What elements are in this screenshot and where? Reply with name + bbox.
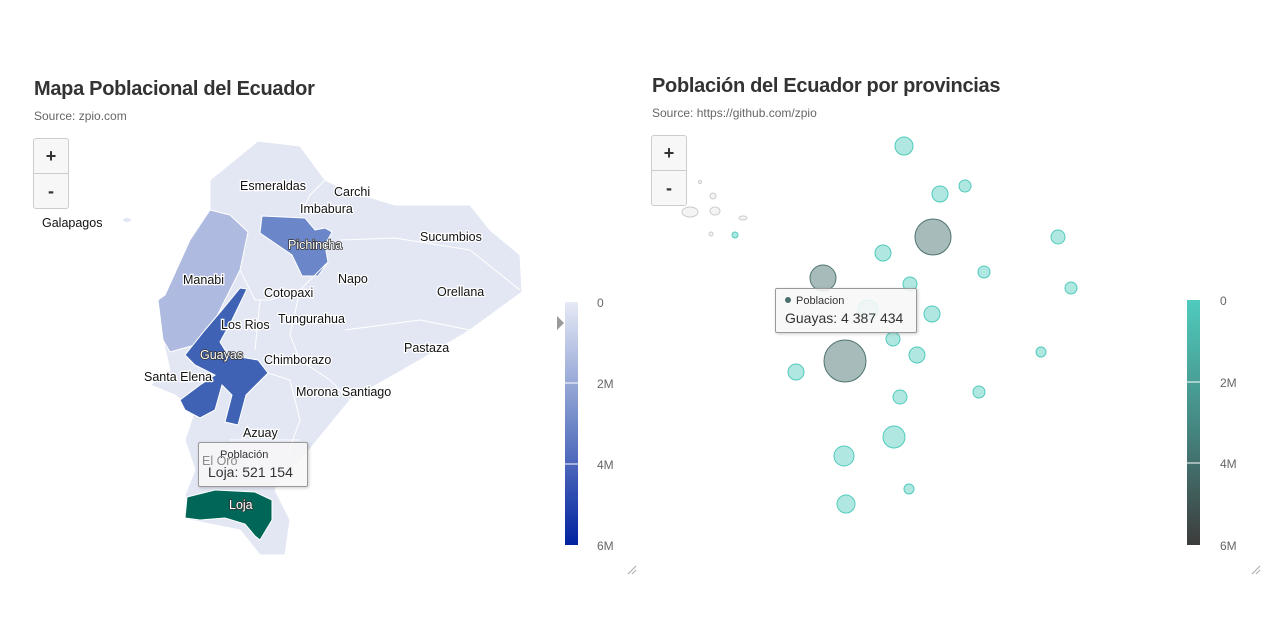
province-bubble[interactable] (1064, 281, 1078, 295)
province-bubble[interactable] (882, 425, 906, 449)
province-bubble[interactable] (1050, 229, 1066, 245)
label-tungurahua: Tungurahua (278, 312, 345, 326)
label-manabi: Manabi (183, 273, 224, 287)
bubble-map-panel: Población del Ecuador por provincias Sou… (640, 0, 1280, 640)
province-bubble[interactable] (885, 331, 901, 347)
label-chimborazo: Chimborazo (264, 353, 331, 367)
ecuador-bubble-map[interactable] (640, 0, 1280, 640)
province-bubble[interactable] (836, 494, 856, 514)
label-galapagos: Galapagos (42, 216, 102, 230)
legend-tick: 0 (597, 296, 604, 310)
chart-title: Mapa Poblacional del Ecuador (34, 78, 315, 100)
zoom-in-button[interactable]: + (45, 146, 57, 166)
color-legend-bar (1187, 300, 1200, 545)
province-bubble[interactable] (977, 265, 991, 279)
label-pastaza: Pastaza (404, 341, 449, 355)
legend-tick: 2M (597, 377, 614, 391)
province-pichincha (259, 215, 333, 277)
label-orellana: Orellana (437, 285, 484, 299)
province-bubble[interactable] (914, 218, 952, 256)
legend-tick: 6M (1220, 539, 1237, 553)
province-bubble[interactable] (931, 185, 949, 203)
tooltip-value: Guayas: 4 387 434 (785, 310, 904, 326)
province-bubble[interactable] (908, 346, 926, 364)
chart-subtitle: Source: https://github.com/zpio (652, 106, 817, 120)
label-napo: Napo (338, 272, 368, 286)
tooltip-value: Loja: 521 154 (208, 464, 293, 480)
zoom-out-button[interactable]: - (34, 173, 68, 208)
province-bubble[interactable] (894, 136, 914, 156)
label-pichincha: Pichincha (288, 238, 342, 252)
ecuador-choropleth-map[interactable]: Galapagos Esmeraldas Carchi Imbabura Pic… (0, 0, 640, 640)
label-imbabura: Imbabura (300, 202, 353, 216)
label-morona-santiago: Morona Santiago (296, 385, 391, 399)
label-carchi: Carchi (334, 185, 370, 199)
province-bubble[interactable] (972, 385, 986, 399)
zoom-controls: + - (33, 138, 69, 209)
tooltip-header: Población (220, 449, 269, 461)
choropleth-panel: Mapa Poblacional del Ecuador Source: zpi… (0, 0, 640, 640)
label-santa-elena: Santa Elena (144, 370, 212, 384)
province-bubble[interactable] (787, 363, 805, 381)
province-bubble[interactable] (1035, 346, 1047, 358)
chart-subtitle: Source: zpio.com (34, 109, 127, 123)
label-el-oro: El Oro (202, 454, 238, 468)
province-bubble[interactable] (731, 231, 739, 239)
label-sucumbios: Sucumbios (420, 230, 482, 244)
label-loja: Loja (229, 498, 253, 512)
label-azuay: Azuay (243, 426, 278, 440)
zoom-controls: + - (651, 135, 687, 206)
galapagos-islands (681, 180, 748, 237)
province-bubble[interactable] (958, 179, 972, 193)
legend-tick: 2M (1220, 376, 1237, 390)
tooltip: Población Loja: 521 154 (198, 442, 308, 487)
legend-tick: 4M (1220, 457, 1237, 471)
tooltip: Poblacion Guayas: 4 387 434 (775, 288, 917, 333)
legend-tick: 4M (597, 458, 614, 472)
label-esmeraldas: Esmeraldas (240, 179, 306, 193)
zoom-in-button[interactable]: + (663, 143, 675, 163)
legend-marker-icon (557, 316, 564, 330)
province-bubble[interactable] (903, 483, 915, 495)
province-borders (230, 179, 521, 491)
province-guayas (179, 287, 269, 426)
label-los-rios: Los Rios (221, 318, 270, 332)
color-legend-bar (565, 302, 578, 545)
legend-tick: 6M (597, 539, 614, 553)
province-loja (184, 489, 273, 541)
province-bubble[interactable] (892, 389, 908, 405)
province-bubble[interactable] (833, 445, 855, 467)
tooltip-header: Poblacion (796, 295, 845, 307)
series-dot-icon (785, 297, 791, 303)
province-bubble[interactable] (923, 305, 941, 323)
province-bubble[interactable] (874, 244, 892, 262)
province-labels: Galapagos Esmeraldas Carchi Imbabura Pic… (41, 178, 486, 513)
label-cotopaxi: Cotopaxi (264, 286, 313, 300)
chart-title: Población del Ecuador por provincias (652, 75, 1001, 97)
label-guayas: Guayas (200, 348, 243, 362)
resize-handle-icon (1251, 565, 1261, 575)
zoom-out-button[interactable]: - (652, 170, 686, 205)
legend-tick: 0 (1220, 294, 1227, 308)
province-bubble[interactable] (823, 339, 867, 383)
resize-handle-icon (627, 565, 637, 575)
